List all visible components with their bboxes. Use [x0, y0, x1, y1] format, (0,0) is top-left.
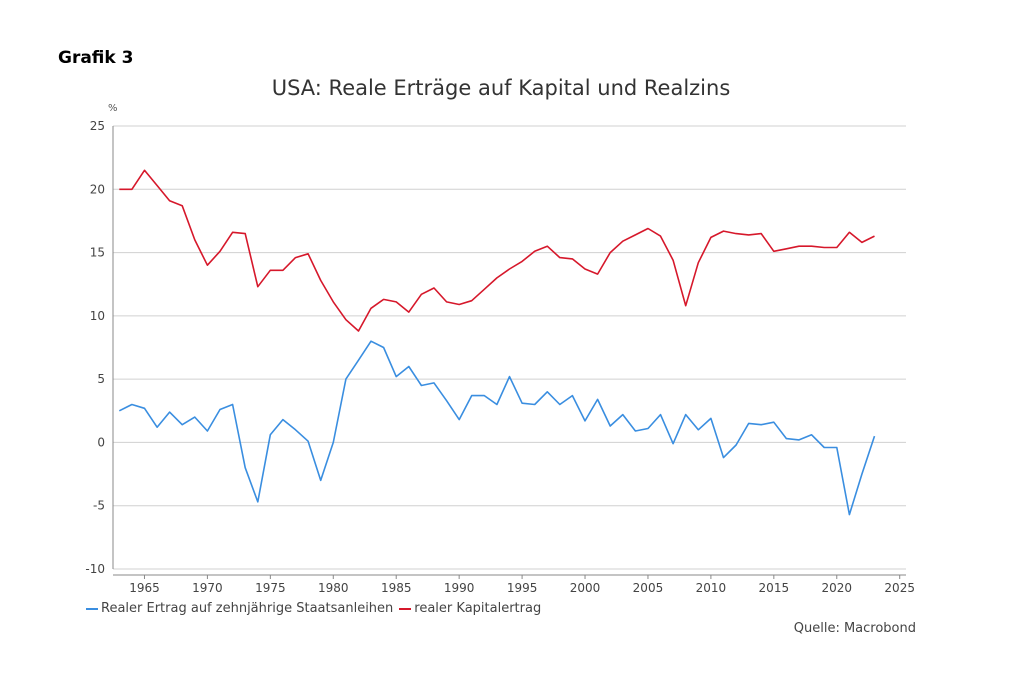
y-tick-label: -5: [93, 499, 105, 513]
x-tick-label: 2015: [759, 581, 790, 595]
y-tick-label: 20: [90, 182, 105, 196]
legend-swatch-capital-return: [399, 607, 412, 610]
x-tick-label: 1995: [507, 581, 538, 595]
legend: Realer Ertrag auf zehnjährige Staatsanle…: [86, 601, 541, 616]
x-tick-label: 1965: [129, 581, 160, 595]
x-tick-label: 1970: [192, 581, 223, 595]
y-tick-label: -10: [85, 562, 105, 576]
x-tick-label: 2000: [570, 581, 601, 595]
legend-label-real-yield: Realer Ertrag auf zehnjährige Staatsanle…: [101, 601, 394, 616]
y-tick-label: 0: [97, 435, 105, 449]
legend-swatch-real-yield: [86, 607, 98, 610]
legend-label-capital-return: realer Kapitalertrag: [414, 601, 542, 616]
y-axis-unit-label: %: [108, 103, 118, 114]
source-note: Quelle: Macrobond: [793, 621, 916, 636]
x-tick-label: 1985: [381, 581, 412, 595]
x-tick-label: 2025: [884, 581, 915, 595]
series-line-capital-return: [119, 169, 875, 332]
legend-item-capital-return: realer Kapitalertrag: [399, 601, 541, 616]
y-tick-label: 10: [90, 309, 105, 323]
y-tick-label: 5: [97, 372, 105, 386]
grid-lines: [113, 125, 906, 570]
legend-item-real-yield: Realer Ertrag auf zehnjährige Staatsanle…: [86, 601, 393, 616]
series-line-real-yield: [118, 340, 876, 516]
figure-number: Grafik 3: [58, 48, 134, 68]
x-tick-label: 1990: [444, 581, 475, 595]
x-tick-label: 1980: [318, 581, 349, 595]
series-lines: [118, 169, 876, 516]
chart-title: USA: Reale Erträge auf Kapital und Realz…: [271, 76, 731, 100]
x-tick-label: 2020: [821, 581, 852, 595]
y-tick-label: 15: [90, 246, 105, 260]
y-tick-label: 25: [90, 119, 105, 133]
x-tick-label: 1975: [255, 581, 286, 595]
x-tick-label: 2005: [633, 581, 664, 595]
x-tick-label: 2010: [696, 581, 727, 595]
